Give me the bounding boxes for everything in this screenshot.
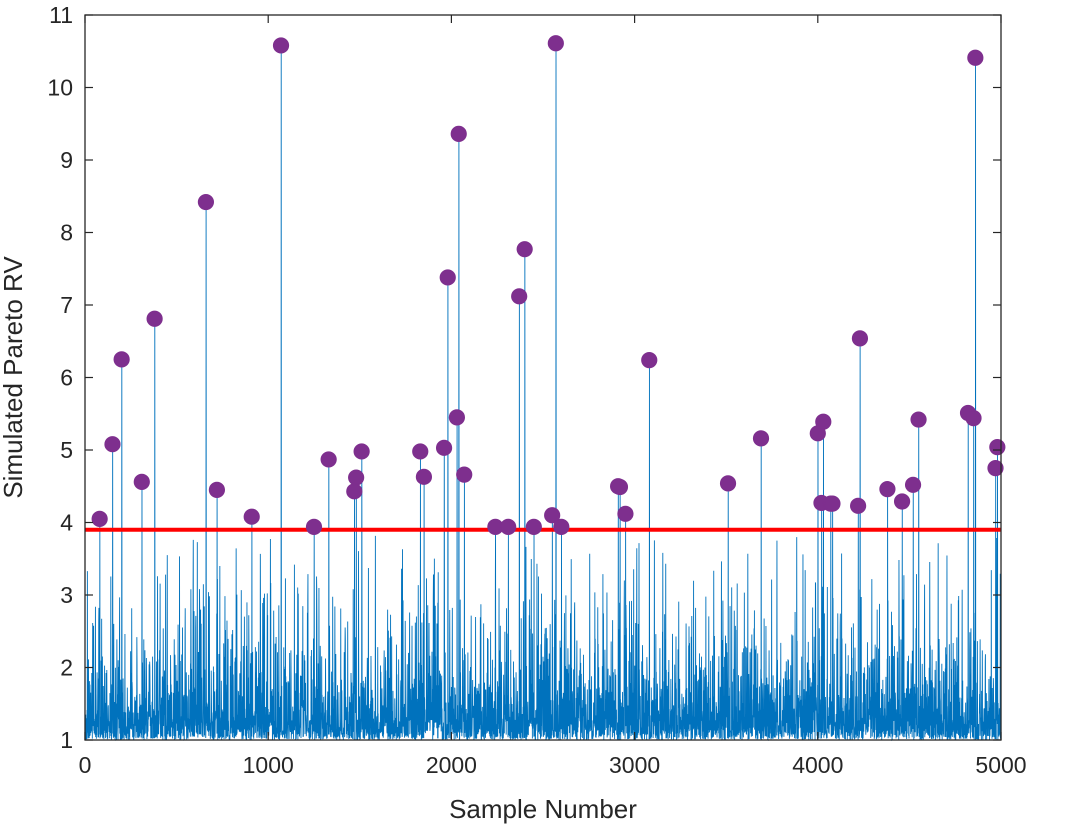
exceedance-marker [243,508,260,525]
exceedance-marker [719,475,737,492]
exceedance-marker [500,518,517,535]
axis-ticks: 0 1000 2000 3000 4000 5000 1 2 3 4 5 6 7 8 9 10 11 [47,2,1026,778]
plot-area [84,35,1006,742]
exceedance-marker [104,436,121,453]
exceedance-marker [525,518,542,535]
exceedance-marker [415,468,433,485]
y-tick-label: 9 [60,147,73,173]
y-tick-label: 2 [60,655,73,681]
y-tick-label: 5 [60,437,73,463]
exceedance-marker [320,451,337,468]
exceedance-marker [987,460,1004,477]
exceedance-marker [146,310,163,327]
y-axis-label: Simulated Pareto RV [0,256,28,499]
y-tick-label: 11 [49,2,73,28]
series-line [84,43,1002,742]
exceedance-marker [547,35,564,52]
x-tick-label: 2000 [426,752,477,778]
exceedance-marker [450,125,467,142]
exceedance-marker [611,478,629,496]
exceedance-marker [752,430,770,447]
exceedance-marker [272,37,290,54]
y-tick-label: 1 [60,727,73,753]
exceedance-marker [353,443,370,460]
exceedance-marker [113,351,130,368]
exceedance-marker [617,505,634,522]
exceedance-marker [448,409,465,426]
exceedance-marker [544,507,561,524]
y-tick-label: 7 [60,292,73,318]
exceedance-marker [641,352,658,369]
exceedance-marker [133,473,150,490]
x-tick-label: 0 [79,752,92,778]
exceedance-marker [91,510,108,527]
y-tick-label: 4 [60,510,73,536]
exceedance-marker [435,439,453,456]
exceedance-marker [412,443,429,460]
exceedance-marker [904,476,922,493]
exceedance-marker [910,411,927,428]
exceedance-marker [553,518,570,535]
exceedance-marker [197,193,215,211]
exceedance-marker [511,288,528,305]
exceedance-marker [989,439,1006,456]
axes-box [84,14,1002,741]
x-tick-label: 5000 [975,752,1026,778]
exceedance-marker [824,495,841,512]
exceedance-marker [439,269,456,286]
exceedance-marker [346,483,363,500]
exceedance-marker [516,241,533,258]
exceedance-marker [850,497,867,514]
exceedance-marker [851,330,869,347]
y-tick-label: 8 [60,220,73,246]
exceedance-marker [456,466,473,483]
exceedance-marker [815,413,832,430]
exceedance-marker [305,518,323,535]
exceedance-marker [348,469,365,486]
y-tick-label: 3 [60,582,73,608]
x-tick-label: 1000 [243,752,294,778]
y-tick-label: 6 [60,365,73,391]
exceedance-marker [967,49,984,66]
x-axis-label: Sample Number [449,794,637,824]
x-tick-label: 4000 [792,752,843,778]
y-tick-label: 10 [47,75,73,101]
exceedance-marker [208,481,226,498]
exceedance-marker [879,481,896,498]
exceedance-marker [965,410,982,427]
x-tick-label: 3000 [609,752,660,778]
exceedance-marker [893,493,911,510]
